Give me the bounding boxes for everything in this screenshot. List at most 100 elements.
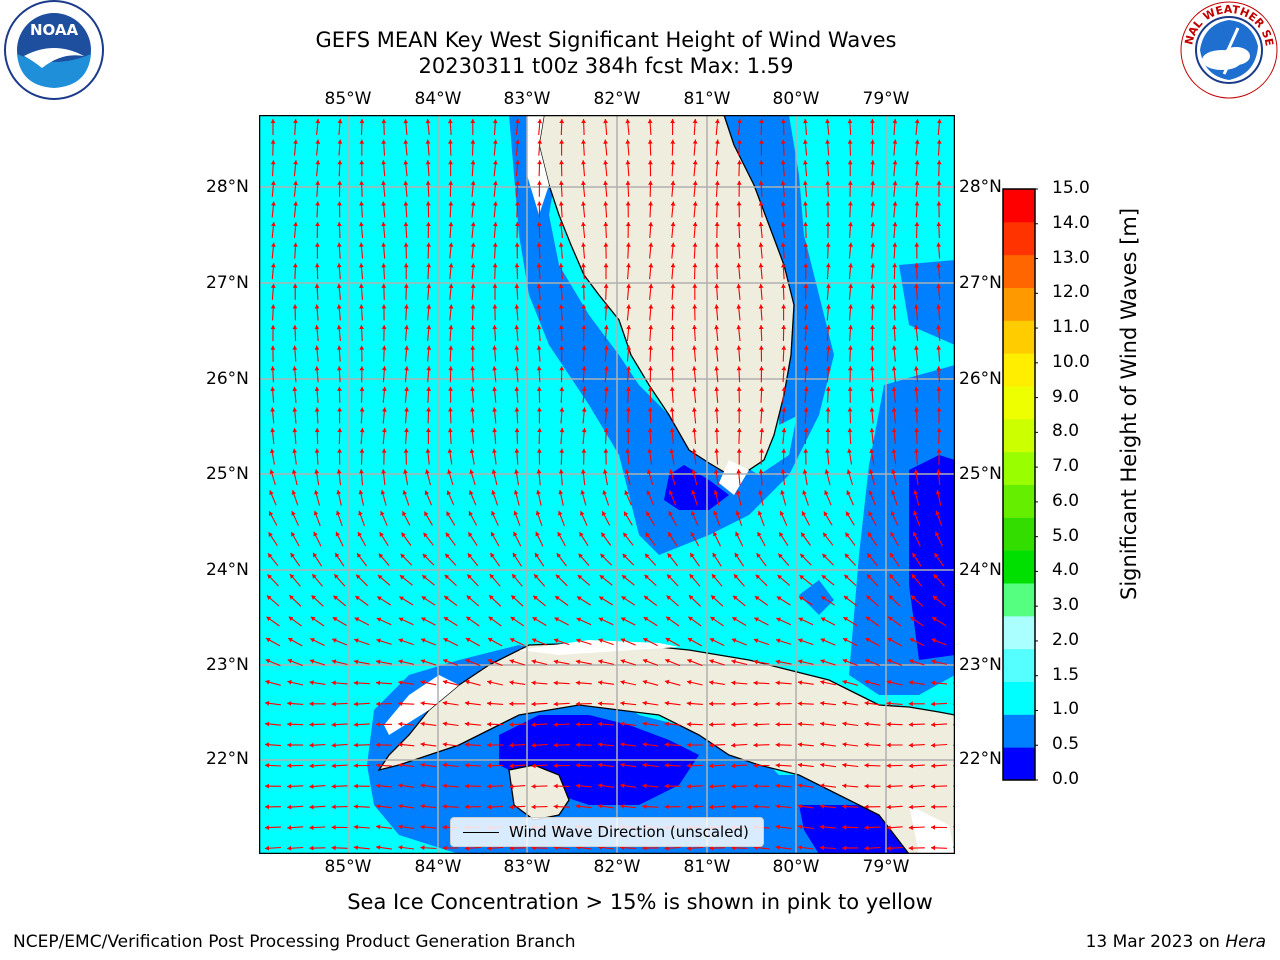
wave-direction-arrowhead <box>359 448 365 453</box>
lat-label-right: 27°N <box>959 273 1002 293</box>
wave-direction-arrowhead <box>936 263 941 268</box>
wave-direction-arrowhead <box>709 701 713 707</box>
wave-direction-arrowhead <box>758 201 764 206</box>
wave-direction-arrowhead <box>933 574 939 579</box>
wave-direction-arrowhead <box>336 469 342 474</box>
wave-direction-arrowhead <box>670 180 676 185</box>
wave-direction-arrowhead <box>626 242 631 247</box>
wave-direction-arrowhead <box>711 595 716 600</box>
wave-direction-arrowhead <box>399 575 405 580</box>
wave-direction-arrowhead <box>888 595 894 600</box>
wave-direction-arrowhead <box>291 532 296 537</box>
wave-direction-arrowhead <box>448 283 454 289</box>
colorbar-band <box>1003 221 1035 256</box>
wave-direction-arrowhead <box>487 845 492 851</box>
wave-direction-arrowhead <box>537 428 542 433</box>
wave-direction-arrowhead <box>265 763 270 768</box>
wave-direction-arrowhead <box>891 386 897 392</box>
wave-direction-arrowhead <box>559 386 565 391</box>
wave-direction-arrowhead <box>468 511 473 516</box>
wave-direction-arrowhead <box>797 701 802 706</box>
wave-direction-arrowhead <box>824 469 830 474</box>
wave-direction-arrowhead <box>759 386 764 391</box>
wave-direction-arrowhead <box>825 386 831 391</box>
wave-direction-arrowhead <box>536 201 542 206</box>
wave-direction-arrowhead <box>509 804 514 810</box>
wave-direction-arrowhead <box>559 448 565 453</box>
wave-direction-arrowhead <box>664 742 669 748</box>
sea-ice-note: Sea Ice Concentration > 15% is shown in … <box>347 890 933 914</box>
wave-direction-arrowhead <box>914 222 920 226</box>
wave-direction-arrowhead <box>489 595 494 600</box>
wave-direction-arrowhead <box>353 742 358 748</box>
wave-direction-arrowhead <box>892 119 898 124</box>
wave-direction-arrowhead <box>713 531 718 537</box>
wave-direction-arrowhead <box>888 616 893 621</box>
wave-direction-arrowhead <box>353 804 358 809</box>
wave-direction-arrowhead <box>936 345 942 350</box>
wave-direction-arrowhead <box>465 679 470 685</box>
wave-direction-arrowhead <box>403 263 409 268</box>
wave-direction-arrowhead <box>911 574 917 579</box>
florida-peninsula <box>538 115 795 476</box>
wave-direction-arrowhead <box>398 762 403 768</box>
map-panel <box>259 115 955 854</box>
wave-direction-arrowhead <box>714 304 719 309</box>
wave-direction-arrowhead <box>866 595 871 600</box>
wave-direction-arrowhead <box>336 263 342 268</box>
wave-direction-arrowhead <box>668 490 674 495</box>
map-legend: Wind Wave Direction (unscaled) <box>450 817 764 847</box>
wave-direction-arrowhead <box>775 783 780 789</box>
wave-direction-arrowhead <box>425 180 431 185</box>
wave-direction-arrowhead <box>714 448 720 453</box>
legend-label: Wind Wave Direction (unscaled) <box>509 823 749 841</box>
wave-direction-arrowhead <box>381 119 387 124</box>
wave-direction-arrowhead <box>603 242 609 247</box>
colorbar-tick-label: 15.0 <box>1052 178 1090 198</box>
wave-direction-arrowhead <box>403 201 409 206</box>
wave-direction-arrowhead <box>442 783 447 789</box>
wave-direction-arrowhead <box>842 804 847 809</box>
wave-direction-arrowhead <box>664 845 669 851</box>
wave-direction-arrowhead <box>892 160 898 165</box>
wave-direction-arrowhead <box>886 721 891 727</box>
wave-direction-arrowhead <box>487 804 492 810</box>
wave-direction-arrowhead <box>820 617 826 622</box>
wave-direction-arrowhead <box>642 783 647 789</box>
wave-direction-arrowhead <box>886 784 891 789</box>
wave-direction-arrowhead <box>626 366 631 371</box>
wave-direction-arrowhead <box>936 160 942 165</box>
wave-direction-arrowhead <box>420 824 425 830</box>
wave-direction-arrowhead <box>936 448 942 453</box>
wave-direction-arrowhead <box>598 783 603 788</box>
wave-direction-arrowhead <box>870 139 875 144</box>
colorbar-band <box>1003 386 1035 420</box>
wave-direction-arrowhead <box>865 658 870 664</box>
wave-direction-arrowhead <box>733 595 738 601</box>
wave-direction-arrowhead <box>692 366 697 371</box>
wave-direction-arrowhead <box>531 680 536 686</box>
wave-direction-arrowhead <box>687 638 693 643</box>
wave-direction-arrowhead <box>315 222 320 227</box>
wave-direction-arrowhead <box>559 428 565 433</box>
wave-direction-arrowhead <box>820 742 825 747</box>
wave-direction-arrowhead <box>776 596 782 601</box>
wave-direction-arrowhead <box>803 386 809 392</box>
wave-direction-arrowhead <box>603 139 608 144</box>
wave-direction-arrowhead <box>553 783 558 789</box>
wave-direction-arrowhead <box>398 617 404 622</box>
wave-direction-arrowhead <box>869 469 874 474</box>
wave-direction-arrowhead <box>420 762 425 768</box>
wave-direction-arrowhead <box>847 139 853 144</box>
colorbar-band <box>1003 714 1035 748</box>
wave-direction-arrowhead <box>467 553 473 558</box>
wave-direction-arrowhead <box>513 531 518 537</box>
wave-direction-arrowhead <box>291 490 297 495</box>
wave-direction-arrowhead <box>642 742 647 747</box>
lat-label-right: 22°N <box>959 749 1002 769</box>
wave-direction-arrowhead <box>581 283 586 288</box>
wave-direction-arrowhead <box>309 701 314 707</box>
wave-direction-arrowhead <box>310 638 315 643</box>
wave-direction-arrowhead <box>868 532 873 537</box>
wave-direction-arrowhead <box>515 160 520 165</box>
